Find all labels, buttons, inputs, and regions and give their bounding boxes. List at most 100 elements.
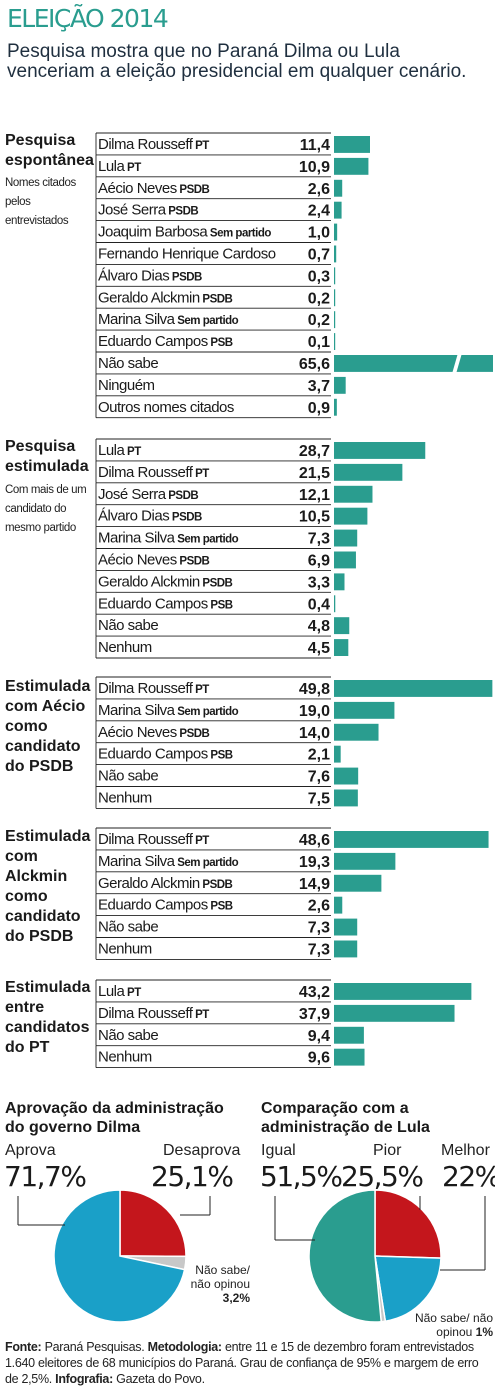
bar-value: 1,0 (308, 225, 330, 242)
bar (334, 376, 346, 394)
bar-label: Ninguém (98, 377, 155, 394)
bar-label: Não sabe (98, 355, 158, 372)
bar (334, 767, 359, 785)
pie-slice (308, 1189, 383, 1323)
section-2-label: Pesquisa estimulada (5, 438, 89, 475)
bar (334, 896, 343, 914)
pie-2-value-melhor: 22% (442, 1160, 495, 1193)
pie-2-label-naosabe: Não sabe/ não opinou 1% (400, 1311, 493, 1339)
bar-label: Dilma Rousseff PT (98, 136, 209, 153)
bar-value: 43,2 (299, 984, 330, 1001)
bar-label: Dilma Rousseff PT (98, 1005, 209, 1022)
bar-value: 6,9 (308, 553, 330, 570)
bar-value: 7,3 (308, 920, 330, 937)
bar-label: Nenhum (98, 639, 152, 656)
bar (334, 507, 368, 525)
bar-label: Não sabe (98, 1027, 158, 1044)
bar-value: 0,2 (308, 290, 330, 307)
bar-label: Outros nomes citados (98, 399, 234, 416)
bar-label: José Serra PSDB (98, 202, 198, 219)
pie-1-label-desaprova: Desaprova (163, 1142, 241, 1159)
bar-label: Geraldo Alckmin PSDB (98, 875, 233, 892)
bar-value: 37,9 (299, 1006, 330, 1023)
bar-value: 21,5 (299, 465, 330, 482)
bar-value: 0,9 (308, 400, 330, 417)
bar (334, 617, 350, 635)
pie-1-label-naosabe: Não sabe/ não opinou 3,2% (172, 1263, 250, 1305)
pie-2-value-pior: 25,5% (341, 1160, 424, 1193)
bar-value: 11,4 (300, 137, 330, 154)
pie-2-value-naosabe: 1% (475, 1325, 493, 1339)
bar-value: 49,8 (299, 681, 330, 698)
bar-label: Dilma Rousseff PT (98, 464, 209, 481)
footer-fonte-text: Paraná Pesquisas. (44, 1340, 145, 1354)
bar-value: 7,5 (308, 791, 330, 808)
bar (334, 918, 358, 936)
bar-value: 65,6 (299, 356, 330, 373)
pie-2 (274, 1189, 486, 1323)
pie-1 (17, 1189, 211, 1323)
bar (334, 639, 349, 656)
bar-label: Joaquim Barbosa Sem partido (98, 224, 271, 241)
bar-label: Aécio Neves PSDB (98, 552, 210, 569)
section-2-note: Com mais de um candidato do mesmo partid… (5, 484, 87, 534)
pie-slice (119, 1189, 187, 1258)
bar (334, 852, 396, 870)
section-1-label: Pesquisa espontânea (5, 132, 94, 169)
bar-value: 2,4 (308, 203, 330, 220)
bar (334, 789, 358, 807)
bar-value: 12,1 (299, 487, 330, 504)
pie-1-value-aprova: 71,7% (4, 1160, 87, 1193)
bar-label: Não sabe (98, 617, 158, 634)
bar (334, 831, 489, 848)
bar (334, 333, 336, 350)
pie-2-label-igual: Igual (261, 1142, 296, 1159)
bar-value: 4,8 (308, 618, 330, 635)
bar (334, 680, 493, 697)
bar (334, 398, 337, 416)
bar-value: 0,2 (308, 312, 330, 329)
bar (334, 179, 343, 197)
bar-label: Dilma Rousseff PT (98, 680, 209, 697)
bar (334, 745, 341, 763)
bar-value: 10,5 (299, 509, 330, 526)
bar-value: 19,3 (299, 854, 330, 871)
bar (334, 529, 358, 547)
pie-2-naosabe-text: Não sabe/ não opinou (414, 1311, 493, 1339)
bar-value: 7,6 (308, 769, 330, 786)
pie-2-title: Comparação com a administração de Lula (261, 1100, 430, 1136)
bar (334, 874, 382, 892)
bar-label: Eduardo Campos PSB (98, 897, 233, 914)
bar-label: Fernando Henrique Cardoso (98, 246, 276, 263)
bar-label: Nenhum (98, 1049, 152, 1066)
bar (334, 701, 395, 719)
bar-value: 2,1 (308, 747, 330, 764)
pie-1-value-desaprova: 25,1% (151, 1160, 234, 1193)
pie-2-label-pior: Pior (373, 1142, 402, 1159)
bar (334, 355, 493, 372)
bar-value: 14,0 (299, 725, 330, 742)
bar (334, 1004, 455, 1022)
bar (334, 201, 342, 219)
bar-value: 0,1 (308, 334, 330, 351)
bar-label: Dilma Rousseff PT (98, 831, 209, 848)
bar-value: 19,0 (299, 703, 330, 720)
bar-label: Lula PT (98, 983, 141, 1000)
bar-label: Eduardo Campos PSB (98, 746, 233, 763)
bar-value: 0,3 (308, 268, 330, 285)
bar-charts: Dilma Rousseff PT 11,4 Lula PT 10,9 Aécio Ne… (95, 132, 493, 1069)
pie-1-value-naosabe: 3,2% (222, 1291, 250, 1305)
page-subtitle: Pesquisa mostra que no Paraná Dilma ou L… (7, 41, 467, 82)
bar (334, 267, 336, 285)
bar-value: 48,6 (299, 832, 330, 849)
bar-value: 14,9 (299, 876, 330, 893)
bar-value: 10,9 (299, 159, 330, 176)
bar-label: Álvaro Dias PSDB (98, 267, 202, 284)
page-title: ELEIÇÃO 2014 (7, 4, 169, 33)
bar-break (452, 353, 462, 374)
bar (334, 1048, 365, 1066)
bar (334, 223, 338, 241)
bar (334, 311, 336, 329)
pie-2-value-igual: 51,5% (260, 1160, 343, 1193)
bar-label: Álvaro Dias PSDB (98, 508, 202, 525)
